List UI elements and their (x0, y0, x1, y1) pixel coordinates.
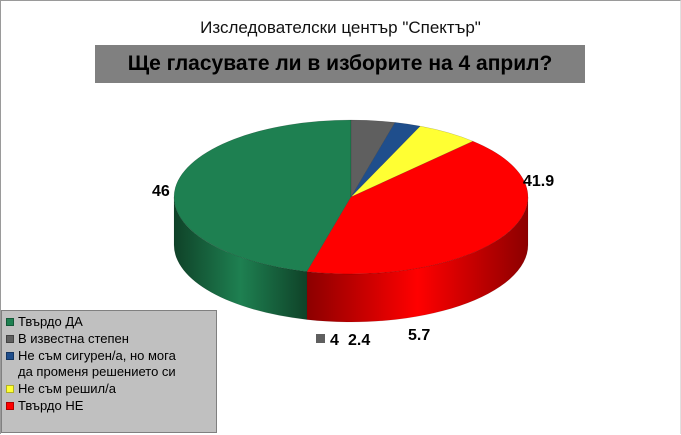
legend-item-tvardo-ne: Твърдо НЕ (6, 398, 216, 414)
legend-swatch (6, 318, 14, 326)
legend-swatch (6, 402, 14, 410)
legend-label: Твърдо НЕ (18, 398, 84, 413)
legend-swatch (6, 385, 14, 393)
data-label: 2.4 (348, 332, 370, 349)
pie-top (173, 119, 529, 275)
pie-slice (350, 122, 421, 198)
legend-label: Не съм сигурен/а, но мога да променя реш… (18, 348, 176, 379)
legend-label: Не съм решил/а (18, 381, 116, 396)
legend-item-tvardo-da: Твърдо ДА (6, 314, 216, 330)
legend-swatch (6, 335, 14, 343)
legend: Твърдо ДА В известна степен Не съм сигур… (1, 310, 217, 433)
legend-item-ne-sam-reshil: Не съм решил/а (6, 381, 216, 397)
pie-slice (306, 140, 529, 275)
data-label: 46 (152, 183, 170, 200)
chart-subtitle: Изследователски център "Спектър" (200, 18, 481, 37)
data-label: 4 (330, 332, 339, 349)
legend-swatch (6, 352, 14, 360)
pie-slice (350, 125, 474, 198)
pie-slice (173, 119, 352, 272)
data-label-marker (316, 334, 325, 343)
chart-title: Ще гласувате ли в изборите на 4 април? (95, 45, 585, 83)
data-label: 5.7 (408, 327, 430, 344)
data-label: 41.9 (523, 173, 554, 190)
legend-label: В известна степен (18, 331, 129, 346)
legend-item-v-izvestna-stepen: В известна степен (6, 331, 216, 347)
legend-label: Твърдо ДА (18, 314, 83, 329)
legend-item-ne-sam-siguren: Не съм сигурен/а, но мога да променя реш… (6, 348, 216, 380)
pie-slice (350, 119, 396, 198)
